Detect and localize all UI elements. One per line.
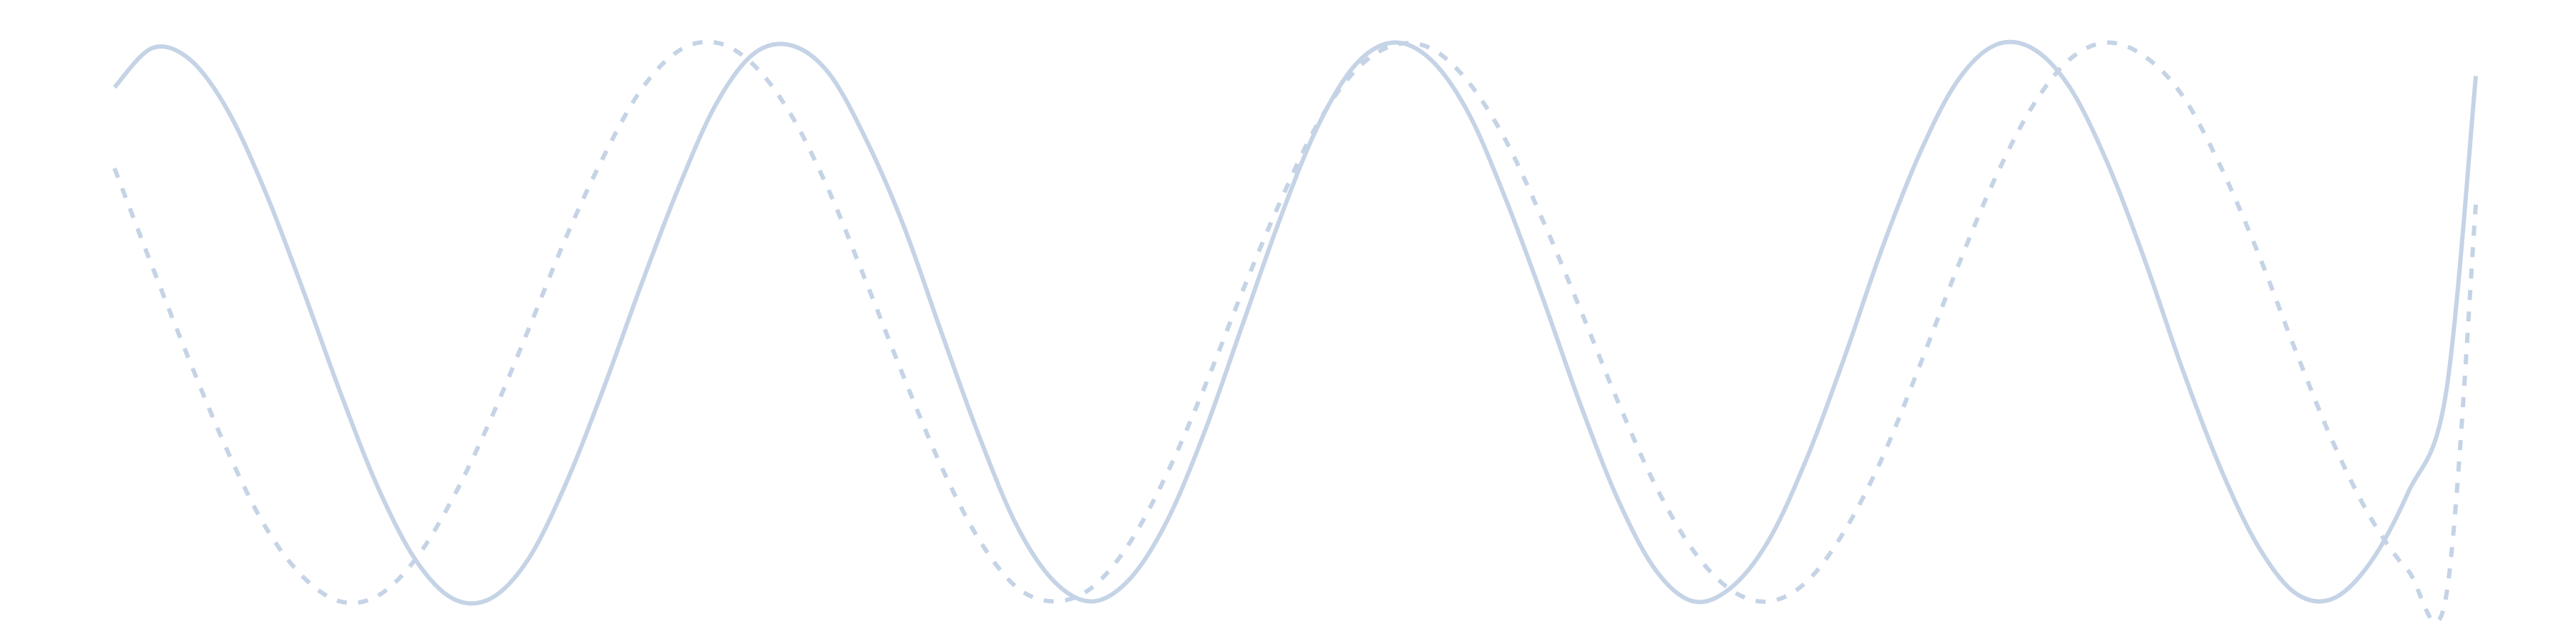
plot-area: [112, 39, 2478, 625]
dashed-series-line-1: [112, 39, 2478, 625]
solid-series-line-0: [112, 39, 2478, 606]
